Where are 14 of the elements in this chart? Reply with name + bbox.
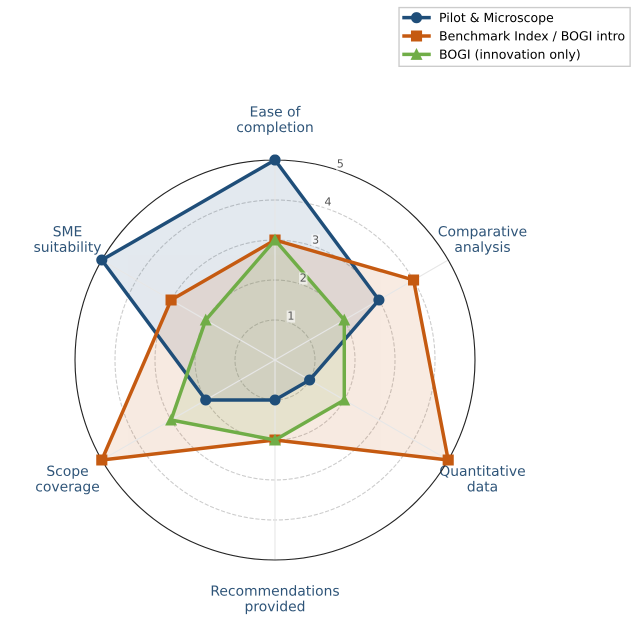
- y-tick-label: 1: [288, 312, 294, 320]
- spoke-label: Comparative analysis: [438, 226, 526, 255]
- spoke-label: Scope coverage: [36, 466, 100, 494]
- legend-label: Pilot & Microscope: [440, 12, 554, 25]
- y-tick-label: 3: [312, 235, 318, 244]
- legend-label: Benchmark Index / BOGI intro: [440, 30, 624, 42]
- y-tick-label: 2: [300, 273, 306, 282]
- spoke-label: Quantitative data: [440, 465, 525, 492]
- spoke-label: Ease of completion: [237, 106, 313, 135]
- legend-label: BOGI (innovation only): [440, 49, 580, 62]
- spoke-label: Recommendations provided: [212, 585, 339, 614]
- y-tick-label: 5: [338, 159, 343, 168]
- spoke-label: SME suitability: [34, 226, 102, 255]
- y-tick-label: 4: [324, 197, 331, 206]
